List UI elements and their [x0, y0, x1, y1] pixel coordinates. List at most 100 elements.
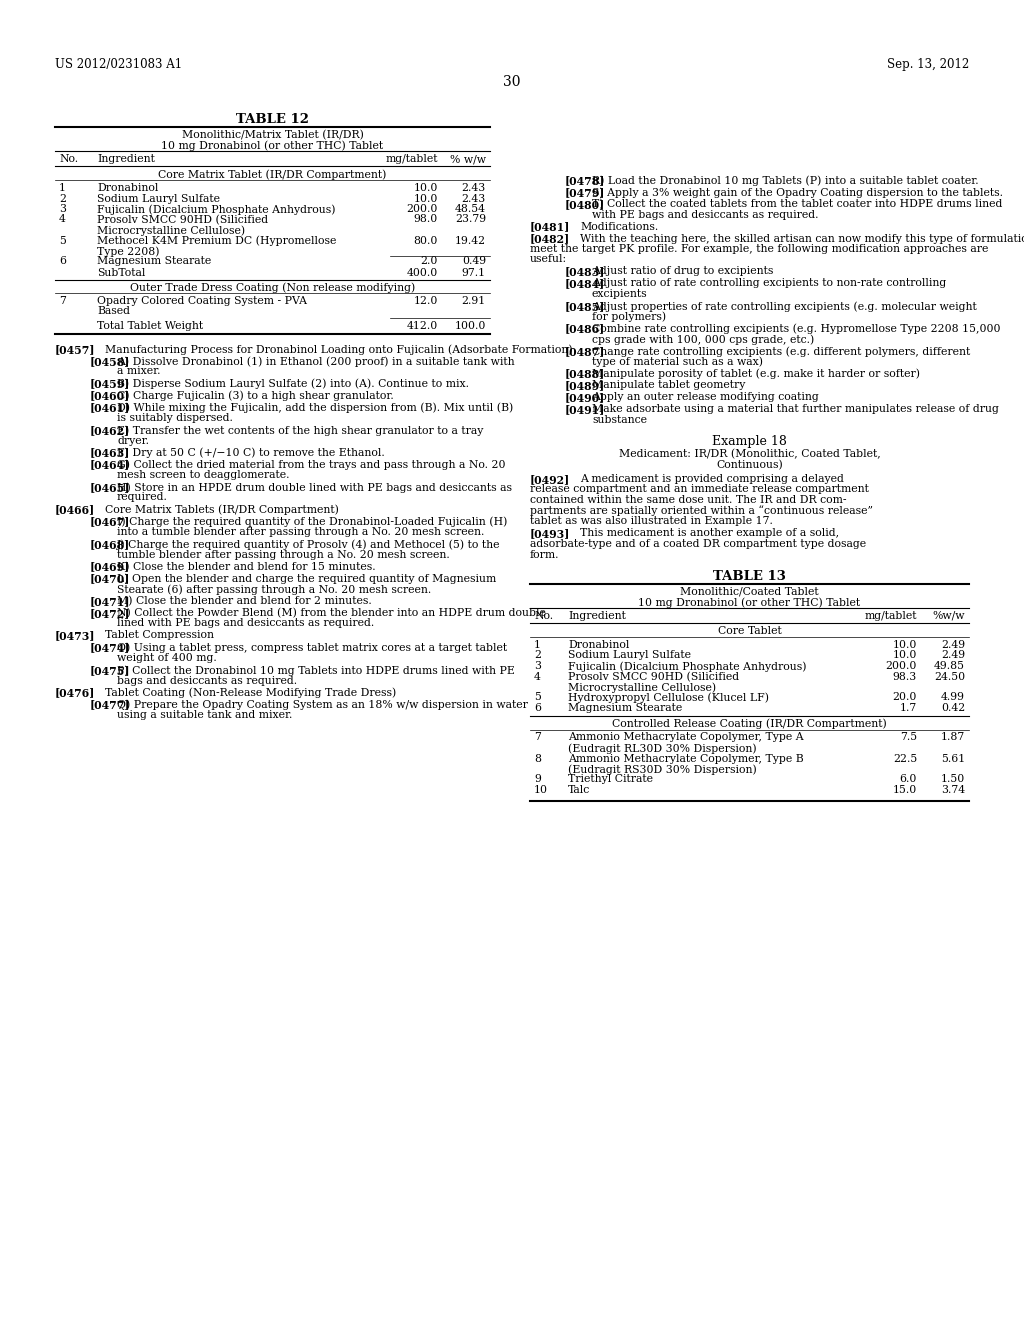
Text: [0478]: [0478] — [565, 176, 605, 186]
Text: [0492]: [0492] — [530, 474, 570, 484]
Text: M) Close the blender and blend for 2 minutes.: M) Close the blender and blend for 2 min… — [117, 597, 372, 606]
Text: Sodium Lauryl Sulfate: Sodium Lauryl Sulfate — [97, 194, 220, 203]
Text: substance: substance — [592, 414, 647, 425]
Text: mesh screen to deagglomerate.: mesh screen to deagglomerate. — [117, 470, 290, 480]
Text: weight of 400 mg.: weight of 400 mg. — [117, 653, 217, 663]
Text: Adjust properties of rate controlling excipients (e.g. molecular weight: Adjust properties of rate controlling ex… — [592, 301, 977, 312]
Text: No.: No. — [59, 154, 78, 164]
Text: Sep. 13, 2012: Sep. 13, 2012 — [887, 58, 969, 71]
Text: for polymers): for polymers) — [592, 312, 667, 322]
Text: [0460]: [0460] — [90, 391, 130, 401]
Text: [0484]: [0484] — [565, 279, 605, 289]
Text: 2.49: 2.49 — [941, 640, 965, 649]
Text: 2.0: 2.0 — [421, 256, 438, 267]
Text: 1: 1 — [534, 640, 541, 649]
Text: form.: form. — [530, 549, 559, 560]
Text: 2.49: 2.49 — [941, 651, 965, 660]
Text: a mixer.: a mixer. — [117, 367, 161, 376]
Text: mg/tablet: mg/tablet — [385, 154, 438, 164]
Text: [0467]: [0467] — [90, 516, 130, 528]
Text: Core Matrix Tablets (IR/DR Compartment): Core Matrix Tablets (IR/DR Compartment) — [105, 504, 339, 515]
Text: O) Using a tablet press, compress tablet matrix cores at a target tablet: O) Using a tablet press, compress tablet… — [117, 643, 507, 653]
Text: E) Transfer the wet contents of the high shear granulator to a tray: E) Transfer the wet contents of the high… — [117, 425, 483, 436]
Text: D) While mixing the Fujicalin, add the dispersion from (B). Mix until (B): D) While mixing the Fujicalin, add the d… — [117, 403, 513, 413]
Text: Manipulate porosity of tablet (e.g. make it harder or softer): Manipulate porosity of tablet (e.g. make… — [592, 368, 920, 379]
Text: 4: 4 — [59, 214, 66, 224]
Text: [0486]: [0486] — [565, 323, 605, 334]
Text: bags and desiccants as required.: bags and desiccants as required. — [117, 676, 297, 685]
Text: G) Collect the dried material from the trays and pass through a No. 20: G) Collect the dried material from the t… — [117, 459, 506, 470]
Text: Magnesium Stearate: Magnesium Stearate — [97, 256, 211, 267]
Text: 3: 3 — [534, 661, 541, 671]
Text: 15.0: 15.0 — [893, 785, 918, 795]
Text: with PE bags and desiccants as required.: with PE bags and desiccants as required. — [592, 210, 818, 219]
Text: 1.7: 1.7 — [900, 704, 918, 713]
Text: Ingredient: Ingredient — [568, 611, 626, 620]
Text: 3.74: 3.74 — [941, 785, 965, 795]
Text: [0480]: [0480] — [565, 199, 605, 210]
Text: 10: 10 — [534, 785, 548, 795]
Text: Tablet Coating (Non-Release Modifying Trade Dress): Tablet Coating (Non-Release Modifying Tr… — [105, 688, 396, 698]
Text: [0491]: [0491] — [565, 404, 605, 416]
Text: Stearate (6) after passing through a No. 20 mesh screen.: Stearate (6) after passing through a No.… — [117, 583, 431, 594]
Text: Dronabinol: Dronabinol — [97, 183, 159, 193]
Text: N) Collect the Powder Blend (M) from the blender into an HDPE drum double: N) Collect the Powder Blend (M) from the… — [117, 609, 546, 618]
Text: meet the target PK profile. For example, the following modification approaches a: meet the target PK profile. For example,… — [530, 244, 988, 253]
Text: 2.43: 2.43 — [462, 183, 486, 193]
Text: 1: 1 — [59, 183, 66, 193]
Text: adsorbate-type and of a coated DR compartment type dosage: adsorbate-type and of a coated DR compar… — [530, 539, 866, 549]
Text: [0471]: [0471] — [90, 597, 130, 607]
Text: No.: No. — [534, 611, 553, 620]
Text: [0482]: [0482] — [530, 234, 570, 244]
Text: [0465]: [0465] — [90, 482, 130, 492]
Text: 7: 7 — [534, 733, 541, 742]
Text: tumble blender after passing through a No. 20 mesh screen.: tumble blender after passing through a N… — [117, 549, 450, 560]
Text: S) Apply a 3% weight gain of the Opadry Coating dispersion to the tablets.: S) Apply a 3% weight gain of the Opadry … — [592, 187, 1002, 198]
Text: [0466]: [0466] — [55, 504, 95, 516]
Text: %w/w: %w/w — [933, 611, 965, 620]
Text: US 2012/0231083 A1: US 2012/0231083 A1 — [55, 58, 182, 71]
Text: Apply an outer release modifying coating: Apply an outer release modifying coating — [592, 392, 819, 403]
Text: Prosolv SMCC 90HD (Silicified: Prosolv SMCC 90HD (Silicified — [97, 214, 268, 224]
Text: Talc: Talc — [568, 785, 590, 795]
Text: Type 2208): Type 2208) — [97, 246, 160, 256]
Text: 400.0: 400.0 — [407, 268, 438, 279]
Text: Adjust ratio of drug to excipients: Adjust ratio of drug to excipients — [592, 267, 773, 276]
Text: Dronabinol: Dronabinol — [568, 640, 630, 649]
Text: 1.87: 1.87 — [941, 733, 965, 742]
Text: Example 18: Example 18 — [712, 436, 786, 447]
Text: Methocel K4M Premium DC (Hypromellose: Methocel K4M Premium DC (Hypromellose — [97, 235, 336, 246]
Text: Adjust ratio of rate controlling excipients to non-rate controlling: Adjust ratio of rate controlling excipie… — [592, 279, 946, 289]
Text: 0.42: 0.42 — [941, 704, 965, 713]
Text: F) Dry at 50 C (+/−10 C) to remove the Ethanol.: F) Dry at 50 C (+/−10 C) to remove the E… — [117, 447, 385, 458]
Text: [0463]: [0463] — [90, 447, 130, 458]
Text: Make adsorbate using a material that further manipulates release of drug: Make adsorbate using a material that fur… — [592, 404, 998, 414]
Text: H) Store in an HPDE drum double lined with PE bags and desiccants as: H) Store in an HPDE drum double lined wi… — [117, 482, 512, 492]
Text: required.: required. — [117, 492, 168, 503]
Text: TABLE 12: TABLE 12 — [236, 114, 309, 125]
Text: 9: 9 — [534, 775, 541, 784]
Text: Magnesium Stearate: Magnesium Stearate — [568, 704, 682, 713]
Text: Hydroxypropyl Cellulose (Klucel LF): Hydroxypropyl Cellulose (Klucel LF) — [568, 693, 769, 704]
Text: SubTotal: SubTotal — [97, 268, 145, 279]
Text: 1.50: 1.50 — [941, 775, 965, 784]
Text: cps grade with 100, 000 cps grade, etc.): cps grade with 100, 000 cps grade, etc.) — [592, 334, 814, 345]
Text: [0477]: [0477] — [90, 700, 130, 710]
Text: [0488]: [0488] — [565, 368, 605, 380]
Text: 97.1: 97.1 — [462, 268, 486, 279]
Text: 200.0: 200.0 — [886, 661, 918, 671]
Text: using a suitable tank and mixer.: using a suitable tank and mixer. — [117, 710, 293, 719]
Text: mg/tablet: mg/tablet — [864, 611, 918, 620]
Text: tablet as was also illustrated in Example 17.: tablet as was also illustrated in Exampl… — [530, 516, 773, 525]
Text: [0461]: [0461] — [90, 403, 130, 413]
Text: 24.50: 24.50 — [934, 672, 965, 681]
Text: useful:: useful: — [530, 255, 567, 264]
Text: Combine rate controlling excipients (e.g. Hypromellose Type 2208 15,000: Combine rate controlling excipients (e.g… — [592, 323, 1000, 334]
Text: (Eudragit RL30D 30% Dispersion): (Eudragit RL30D 30% Dispersion) — [568, 743, 757, 754]
Text: 12.0: 12.0 — [414, 296, 438, 306]
Text: 10 mg Dronabinol (or other THC) Tablet: 10 mg Dronabinol (or other THC) Tablet — [638, 597, 860, 607]
Text: [0457]: [0457] — [55, 345, 95, 355]
Text: [0476]: [0476] — [55, 688, 95, 698]
Text: contained within the same dose unit. The IR and DR com-: contained within the same dose unit. The… — [530, 495, 847, 506]
Text: 10.0: 10.0 — [893, 651, 918, 660]
